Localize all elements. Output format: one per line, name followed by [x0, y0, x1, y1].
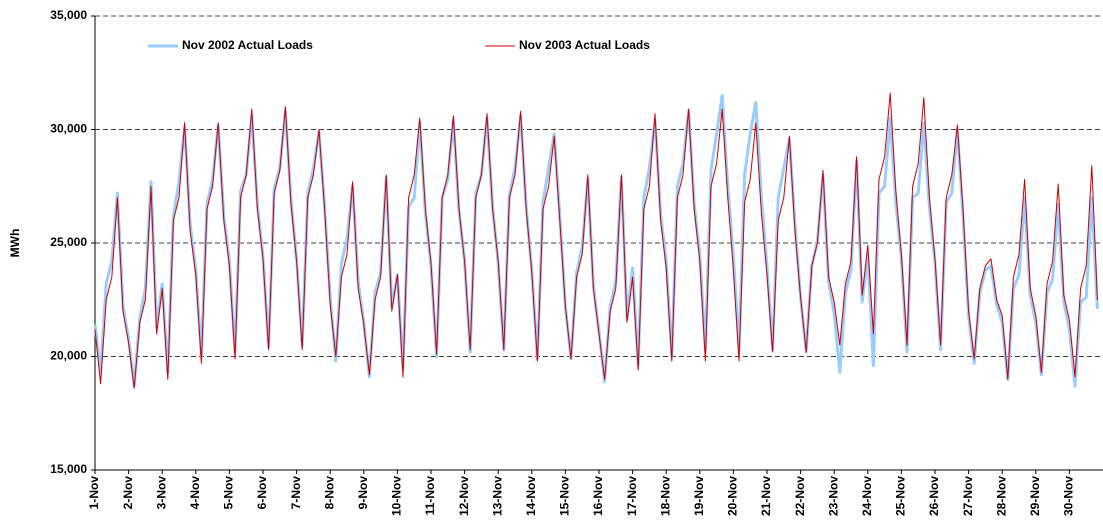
- x-tick-label: 30-Nov: [1062, 476, 1076, 516]
- x-tick-label: 26-Nov: [927, 476, 941, 516]
- series-line: [94, 92, 1098, 389]
- x-tick-label: 13-Nov: [490, 476, 504, 516]
- x-tick-label: 10-Nov: [390, 476, 404, 516]
- y-tick-label: 30,000: [50, 122, 87, 136]
- x-tick-label: 25-Nov: [894, 476, 908, 516]
- x-tick-label: 9-Nov: [356, 476, 370, 510]
- x-tick-label: 18-Nov: [658, 476, 672, 516]
- x-tick-label: 4-Nov: [188, 476, 202, 510]
- x-tick-label: 7-Nov: [289, 476, 303, 510]
- legend-label: Nov 2002 Actual Loads: [182, 38, 313, 52]
- x-tick-label: 17-Nov: [625, 476, 639, 516]
- x-tick-label: 24-Nov: [860, 476, 874, 516]
- y-tick-label: 25,000: [50, 235, 87, 249]
- x-tick-label: 19-Nov: [692, 476, 706, 516]
- x-tick-label: 11-Nov: [423, 476, 437, 516]
- x-tick-label: 22-Nov: [793, 476, 807, 516]
- legend-label: Nov 2003 Actual Loads: [519, 38, 650, 52]
- x-tick-label: 1-Nov: [87, 476, 101, 510]
- x-tick-label: 29-Nov: [1028, 476, 1042, 516]
- x-tick-label: 20-Nov: [726, 476, 740, 516]
- y-axis-label: MWh: [8, 229, 22, 258]
- y-tick-label: 15,000: [50, 462, 87, 476]
- x-tick-label: 2-Nov: [121, 476, 135, 510]
- x-tick-label: 14-Nov: [524, 476, 538, 516]
- x-tick-label: 23-Nov: [826, 476, 840, 516]
- y-tick-label: 35,000: [50, 8, 87, 22]
- x-tick-label: 5-Nov: [222, 476, 236, 510]
- series-line: [93, 94, 1099, 388]
- x-tick-label: 12-Nov: [457, 476, 471, 516]
- x-tick-label: 8-Nov: [322, 476, 336, 510]
- x-tick-label: 6-Nov: [255, 476, 269, 510]
- y-tick-label: 20,000: [50, 349, 87, 363]
- x-tick-label: 27-Nov: [961, 476, 975, 516]
- x-tick-label: 21-Nov: [759, 476, 773, 516]
- x-tick-label: 3-Nov: [154, 476, 168, 510]
- x-tick-label: 16-Nov: [591, 476, 605, 516]
- x-tick-label: 28-Nov: [994, 476, 1008, 516]
- x-tick-label: 15-Nov: [558, 476, 572, 516]
